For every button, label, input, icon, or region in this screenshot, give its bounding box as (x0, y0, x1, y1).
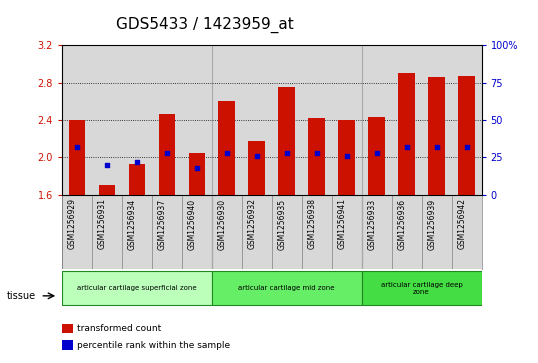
Point (162, 150, 171, 156)
Bar (159, 114, 175, 195)
Bar (92, 45, 122, 195)
Bar (392, 45, 422, 195)
Bar (212, 45, 242, 195)
Bar (62, 340, 73, 350)
Text: articular cartilage mid zone: articular cartilage mid zone (238, 285, 335, 291)
Text: GSM1256938: GSM1256938 (308, 199, 317, 249)
Bar (362, 45, 392, 195)
Text: GSM1256941: GSM1256941 (338, 199, 346, 249)
Bar (242, 45, 272, 195)
Bar (338, 120, 355, 195)
Bar (272, 45, 302, 195)
Bar (62, 271, 212, 305)
Point (132, 159, 141, 165)
Bar (428, 77, 445, 195)
Bar (122, 45, 152, 195)
Bar (362, 271, 482, 305)
Bar (422, 45, 451, 195)
Text: GSM1256935: GSM1256935 (278, 199, 287, 250)
Bar (302, 45, 331, 195)
Bar (369, 117, 385, 195)
Bar (331, 45, 362, 195)
Text: GSM1256942: GSM1256942 (457, 199, 466, 249)
Bar (62, 45, 92, 195)
Text: GSM1256930: GSM1256930 (218, 199, 226, 250)
Bar (62, 324, 73, 333)
Bar (212, 271, 362, 305)
Text: tissue: tissue (6, 291, 36, 301)
Bar (218, 101, 235, 195)
Point (313, 150, 321, 156)
Point (73, 144, 81, 150)
Point (432, 144, 441, 150)
Point (342, 153, 351, 159)
Bar (451, 45, 482, 195)
Text: GSM1256931: GSM1256931 (98, 199, 107, 249)
Bar (398, 73, 415, 195)
Bar (69, 120, 85, 195)
Point (222, 150, 231, 156)
Text: GSM1256934: GSM1256934 (128, 199, 137, 250)
Text: articular cartilage superficial zone: articular cartilage superficial zone (77, 285, 196, 291)
Point (372, 150, 381, 156)
Point (402, 144, 411, 150)
Text: articular cartilage deep
zone: articular cartilage deep zone (381, 282, 463, 294)
Point (462, 144, 471, 150)
Point (282, 150, 291, 156)
Text: percentile rank within the sample: percentile rank within the sample (77, 341, 230, 350)
Text: GSM1256933: GSM1256933 (367, 199, 377, 250)
Text: GSM1256940: GSM1256940 (188, 199, 197, 250)
Text: GSM1256936: GSM1256936 (398, 199, 407, 250)
Text: transformed count: transformed count (77, 325, 161, 333)
Bar (279, 87, 295, 195)
Text: GSM1256929: GSM1256929 (68, 199, 77, 249)
Text: GSM1256932: GSM1256932 (247, 199, 257, 249)
Text: GSM1256937: GSM1256937 (158, 199, 167, 250)
Point (193, 165, 201, 171)
Text: GDS5433 / 1423959_at: GDS5433 / 1423959_at (116, 16, 293, 33)
Bar (188, 153, 205, 195)
Bar (249, 140, 265, 195)
Point (103, 162, 111, 168)
Text: GSM1256939: GSM1256939 (428, 199, 436, 250)
Bar (98, 185, 115, 195)
Bar (129, 164, 145, 195)
Bar (152, 45, 182, 195)
Bar (308, 118, 325, 195)
Bar (182, 45, 212, 195)
Bar (458, 76, 475, 195)
Point (252, 153, 261, 159)
